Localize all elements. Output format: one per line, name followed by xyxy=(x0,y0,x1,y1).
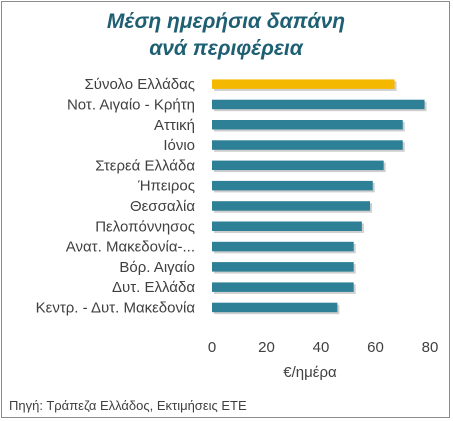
chart-title-line-2: ανά περιφέρεια xyxy=(149,37,304,60)
bar xyxy=(212,140,403,150)
category-label: Σύνολο Ελλάδας xyxy=(84,76,195,93)
category-label: Ιόνιο xyxy=(163,137,195,154)
bar xyxy=(212,221,362,231)
category-label: Νοτ. Αιγαίο - Κρήτη xyxy=(67,96,195,113)
category-label: Αττική xyxy=(154,117,195,134)
bar xyxy=(212,241,354,252)
x-tick-label: 40 xyxy=(313,339,330,356)
x-tick-label: 60 xyxy=(367,339,384,356)
bar xyxy=(212,160,384,171)
source-note: Πηγή: Τράπεζα Ελλάδος, Εκτιμήσεις ΕΤΕ xyxy=(9,398,247,413)
category-labels: Σύνολο Ελλάδας Νοτ. Αιγαίο - Κρήτη Αττική Ι… xyxy=(36,76,196,316)
category-label: Πελοπόννησος xyxy=(95,218,195,235)
x-axis-label: €/ημέρα xyxy=(283,364,337,381)
bar xyxy=(212,201,371,211)
bar xyxy=(212,302,338,313)
x-tick-label: 0 xyxy=(208,339,216,356)
x-tick-label: 80 xyxy=(422,339,439,356)
x-tick-label: 20 xyxy=(258,339,275,356)
category-label: Κεντρ. - Δυτ. Μακεδονία xyxy=(36,299,196,316)
category-label: Ανατ. Μακεδονία-... xyxy=(66,239,195,256)
bars xyxy=(212,79,427,315)
x-tick-labels: 0 20 40 60 80 xyxy=(208,339,439,356)
chart-title: Μέση ημερήσια δαπάνη ανά περιφέρεια xyxy=(107,10,345,60)
bar xyxy=(212,180,373,191)
chart-title-line-1: Μέση ημερήσια δαπάνη xyxy=(107,10,345,33)
bar xyxy=(212,120,403,130)
category-label: Βόρ. Αιγαίο xyxy=(119,259,195,276)
category-label: Στερεά Ελλάδα xyxy=(95,157,195,174)
category-label: Θεσσαλία xyxy=(130,198,195,215)
category-label: Δυτ. Ελλάδα xyxy=(112,279,195,296)
category-label: Ήπειρος xyxy=(137,178,195,195)
bar xyxy=(212,99,425,110)
bar xyxy=(212,79,395,89)
bar xyxy=(212,282,354,292)
bar xyxy=(212,262,354,272)
